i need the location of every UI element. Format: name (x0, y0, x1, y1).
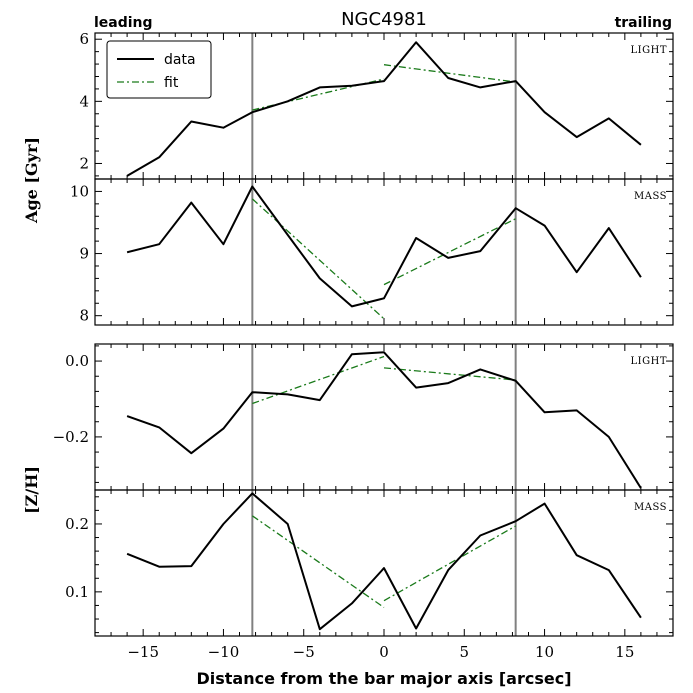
y-axis-label-zh: [Z/H] (22, 466, 41, 514)
x-tick-label: 10 (535, 643, 554, 661)
leading-label: leading (94, 15, 153, 31)
y-tick-label: −0.2 (53, 428, 89, 446)
panel-age-mass: 8 9 10 MASS (70, 178, 674, 326)
fit-segment-trailing (383, 218, 516, 286)
y-tick-label: 8 (79, 307, 89, 325)
data-series-line (126, 492, 642, 631)
trailing-label: trailing (615, 15, 672, 31)
y-tick-label: 0.1 (65, 583, 89, 601)
plot-area (126, 179, 642, 325)
fit-segment-leading (251, 198, 385, 320)
panel-frame (94, 489, 674, 637)
x-tick-label: 15 (615, 643, 634, 661)
legend-data-label: data (164, 52, 196, 68)
fit-segment-trailing (383, 525, 516, 602)
x-tick-label: −15 (127, 643, 159, 661)
fit-segment-leading (252, 355, 385, 405)
y-tick-label: 2 (79, 154, 89, 172)
y-tick-label: 0.2 (65, 515, 89, 533)
plot-area (126, 490, 642, 636)
panel-tag: LIGHT (631, 45, 667, 56)
panel-frame (94, 343, 674, 491)
y-tick-label: 6 (79, 30, 89, 48)
panel-age-light: 2 4 6 LIGHT data fit (79, 30, 674, 180)
figure-title: NGC4981 (341, 9, 427, 30)
legend-box (106, 40, 212, 99)
x-tick-label: 5 (460, 643, 470, 661)
panel-frame (94, 178, 674, 326)
plot-area (126, 33, 642, 179)
panel-tag: LIGHT (631, 356, 667, 367)
fit-segment-leading (251, 515, 385, 609)
panel-tag: MASS (634, 502, 667, 513)
y-tick-label: 0.0 (65, 352, 89, 370)
plot-area (126, 344, 642, 490)
panel-zh-light: −0.2 0.0 LIGHT (53, 343, 674, 491)
x-tick-label: −10 (208, 643, 240, 661)
y-tick-label: 9 (79, 245, 89, 263)
x-axis-label: Distance from the bar major axis [arcsec… (196, 669, 571, 688)
legend-fit-label: fit (164, 75, 179, 91)
panel-tag: MASS (634, 191, 667, 202)
y-axis-label-age: Age [Gyr] (22, 137, 41, 224)
data-series-line (126, 351, 642, 489)
x-tick-label: 0 (379, 643, 389, 661)
data-series-line (126, 185, 642, 308)
panel-zh-mass: 0.1 0.2 −15 −10 −5 0 5 10 15 MASS (65, 489, 674, 661)
fit-segment-trailing (383, 367, 516, 381)
legend: data fit (106, 40, 212, 99)
y-tick-label: 4 (79, 92, 89, 110)
data-series-line (126, 41, 642, 177)
x-tick-label: −5 (293, 643, 315, 661)
y-tick-label: 10 (70, 182, 89, 200)
fit-segment-trailing (383, 64, 516, 83)
